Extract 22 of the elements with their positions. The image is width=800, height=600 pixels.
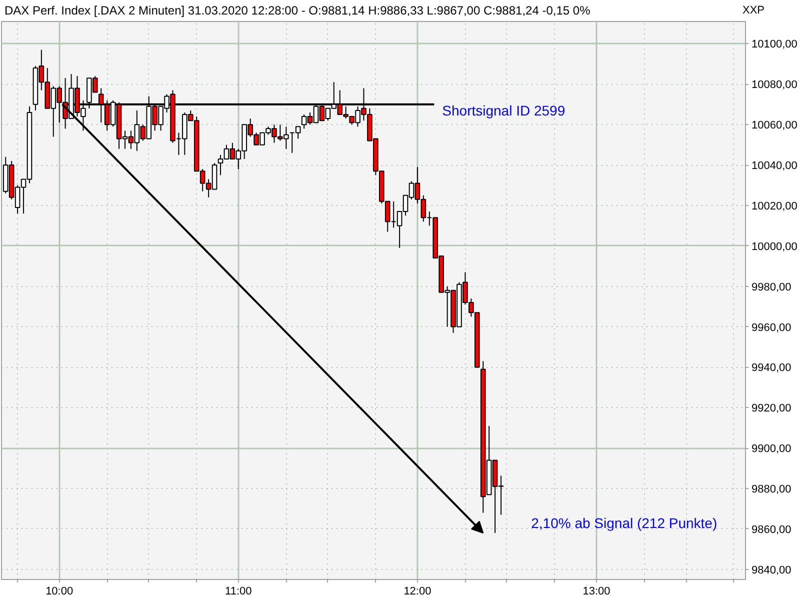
x-tick-label: 12:00 — [404, 586, 432, 598]
y-tick-label: 10040,00 — [752, 160, 798, 172]
x-tick-label: 13:00 — [582, 586, 610, 598]
y-tick-label: 9840,00 — [752, 564, 792, 576]
x-tick-label: 11:00 — [225, 586, 252, 598]
y-tick-label: 9960,00 — [752, 322, 792, 334]
y-tick-label: 10060,00 — [752, 120, 798, 132]
y-tick-label: 9980,00 — [752, 281, 792, 294]
x-tick-label: 10:00 — [46, 586, 74, 598]
y-tick-label: 10100,00 — [752, 38, 798, 51]
annotation: 2,10% ab Signal (212 Punkte) — [531, 515, 718, 531]
y-tick-label: 9920,00 — [752, 402, 792, 415]
y-tick-label: 9940,00 — [752, 362, 792, 374]
y-tick-label: 9880,00 — [752, 484, 792, 496]
y-tick-label: 10080,00 — [752, 79, 798, 92]
chart-title: DAX Perf. Index [.DAX 2 Minuten] 31.03.2020 12:28:00 - O:9881,14 H:9886,33 L:9867,00 C:9881,24 -0,15 0% — [4, 4, 591, 18]
y-tick-label: 10000,00 — [752, 240, 798, 253]
annotation: Shortsignal ID 2599 — [442, 102, 566, 118]
y-axis-title: XXP — [742, 4, 765, 16]
y-tick-label: 9900,00 — [752, 443, 792, 456]
y-tick-label: 10020,00 — [752, 200, 798, 212]
y-tick-label: 9860,00 — [752, 524, 792, 536]
